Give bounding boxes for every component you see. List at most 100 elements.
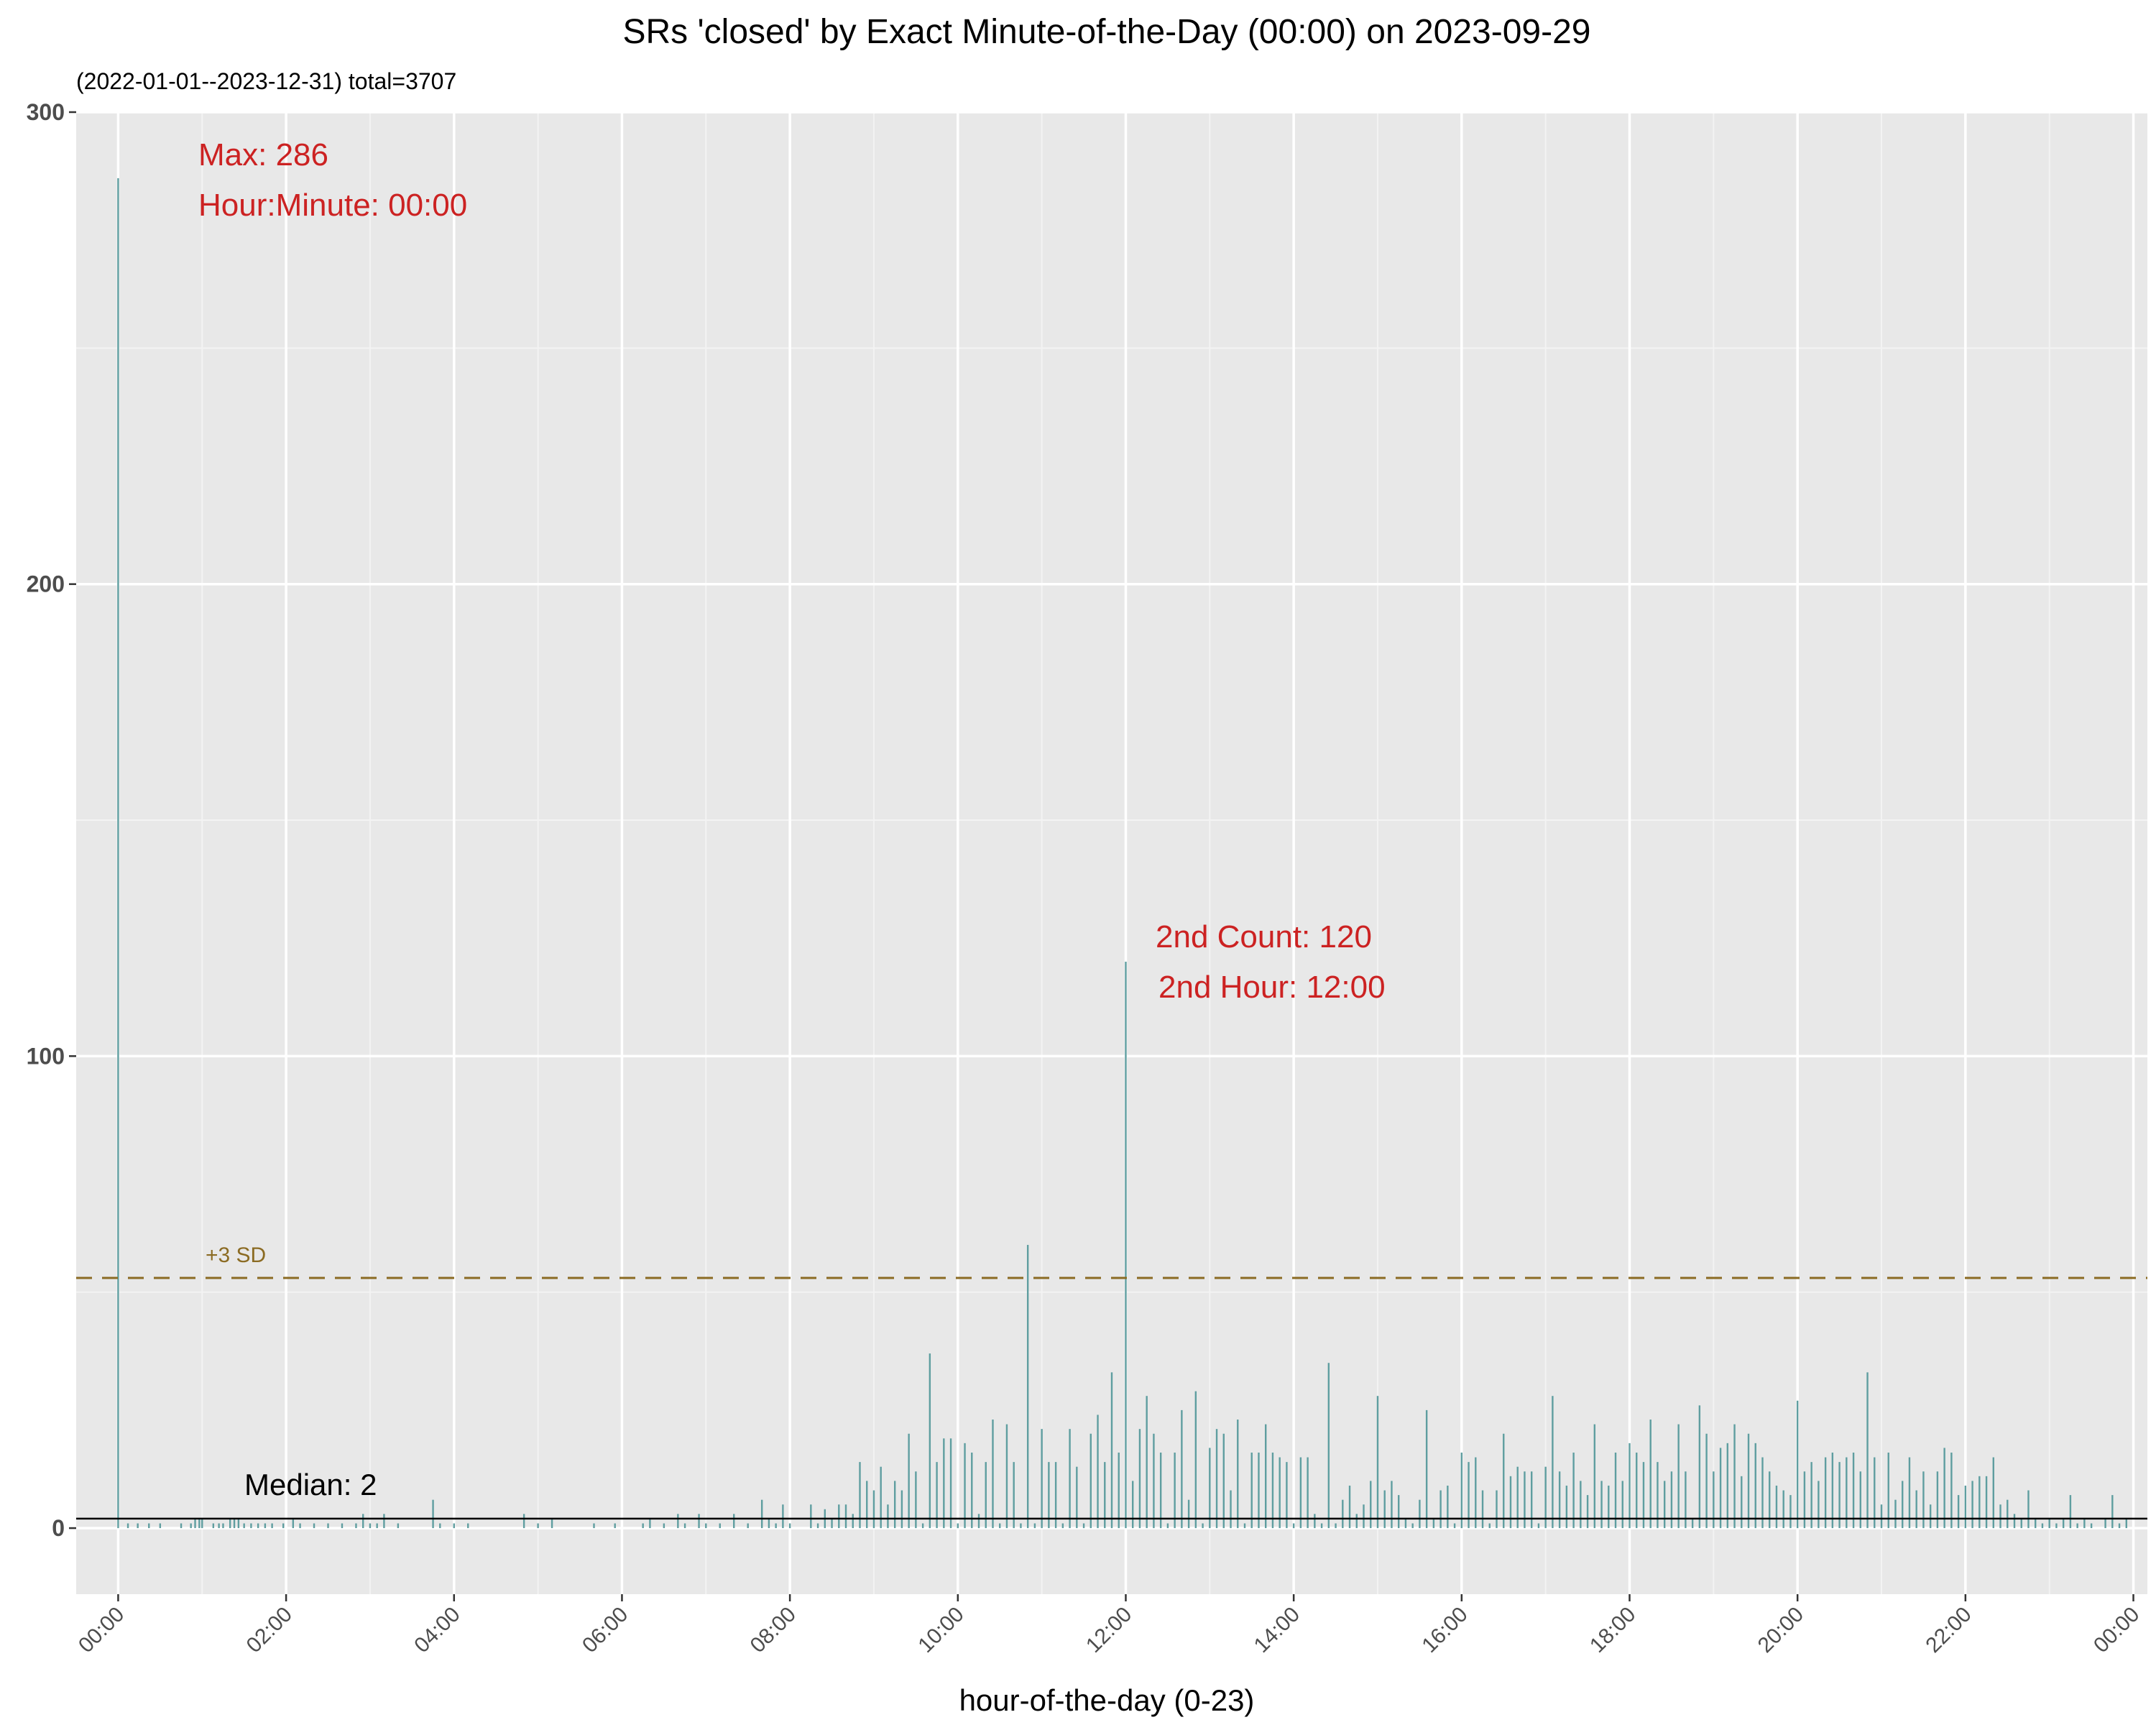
bar: [1166, 1523, 1169, 1529]
bar: [788, 1523, 791, 1529]
bar: [1230, 1490, 1232, 1529]
bar: [1104, 1462, 1106, 1529]
chart-title: SRs 'closed' by Exact Minute-of-the-Day …: [623, 13, 1591, 51]
bar: [1999, 1504, 2001, 1529]
bar: [1859, 1471, 1862, 1529]
bar: [782, 1504, 784, 1529]
bar: [1880, 1504, 1883, 1529]
bar: [2125, 1518, 2127, 1529]
bar: [1524, 1471, 1526, 1529]
bar: [1475, 1457, 1477, 1529]
bar: [159, 1523, 162, 1529]
bar: [1558, 1471, 1561, 1529]
bar: [1054, 1462, 1057, 1529]
x-tick-label: 00:00: [2089, 1603, 2144, 1657]
bar: [1698, 1405, 1701, 1529]
bar: [1153, 1433, 1155, 1529]
bar: [1593, 1424, 1596, 1529]
bar: [1089, 1433, 1092, 1529]
x-tick-label: 06:00: [578, 1603, 632, 1657]
bar: [1383, 1490, 1386, 1529]
bars: [117, 178, 2127, 1529]
bar: [126, 1523, 129, 1529]
bar: [1020, 1523, 1022, 1529]
bar: [1902, 1481, 1904, 1529]
bar: [439, 1523, 441, 1529]
bar: [2076, 1523, 2078, 1529]
max-annotation-line1: Max: 286: [198, 137, 328, 172]
y-tick-label: 200: [27, 571, 65, 597]
bar: [1685, 1471, 1687, 1529]
second-annotation-line1: 2nd Count: 120: [1156, 919, 1372, 954]
bar: [2020, 1518, 2022, 1529]
bar: [1929, 1504, 1932, 1529]
bar: [1922, 1471, 1925, 1529]
bar: [383, 1514, 385, 1529]
bar: [1243, 1523, 1246, 1529]
bar: [1552, 1396, 1554, 1529]
bar: [1419, 1499, 1421, 1529]
grid-major: [76, 111, 2147, 1594]
bar: [1005, 1424, 1008, 1529]
bar: [218, 1523, 220, 1529]
bar: [1894, 1499, 1897, 1529]
x-tick-label: 04:00: [410, 1603, 464, 1657]
bar: [1363, 1504, 1365, 1529]
bar: [250, 1523, 252, 1529]
bar: [1670, 1471, 1673, 1529]
bar: [733, 1514, 735, 1529]
bar: [2090, 1523, 2093, 1529]
bar: [1831, 1452, 1834, 1529]
bar: [1908, 1457, 1911, 1529]
bar: [949, 1438, 952, 1529]
bar: [971, 1452, 973, 1529]
bar: [1258, 1452, 1260, 1529]
bar: [893, 1481, 896, 1529]
bar: [593, 1523, 595, 1529]
bar: [831, 1518, 833, 1529]
bar: [1530, 1471, 1533, 1529]
bar: [1159, 1452, 1162, 1529]
bar: [1754, 1443, 1756, 1529]
bar: [1572, 1452, 1575, 1529]
x-tick-label: 10:00: [913, 1603, 968, 1657]
bar: [1447, 1485, 1449, 1529]
bar: [1663, 1481, 1666, 1529]
bar: [1789, 1495, 1792, 1529]
bar: [1061, 1523, 1064, 1529]
bar: [1516, 1466, 1519, 1529]
bar: [1936, 1471, 1939, 1529]
bar: [992, 1420, 994, 1529]
bar: [1726, 1443, 1729, 1529]
bar: [1719, 1448, 1722, 1529]
bar: [2069, 1495, 2072, 1529]
bar: [1874, 1457, 1876, 1529]
bar: [1041, 1429, 1043, 1529]
y-axis: 0 100 200 300: [27, 99, 76, 1541]
x-tick-label: 08:00: [746, 1603, 801, 1657]
bar: [2007, 1499, 2009, 1529]
bar: [1397, 1495, 1400, 1529]
bar: [522, 1514, 525, 1529]
bar: [1265, 1424, 1267, 1529]
bar: [1691, 1518, 1694, 1529]
bar: [852, 1514, 854, 1529]
bar: [194, 1518, 196, 1529]
bar: [453, 1523, 455, 1529]
bar: [1432, 1518, 1435, 1529]
bar: [2083, 1518, 2086, 1529]
bar: [747, 1523, 749, 1529]
bar: [1320, 1523, 1323, 1529]
bar: [900, 1490, 903, 1529]
bar: [1327, 1363, 1330, 1529]
bar: [282, 1523, 285, 1529]
bar: [1810, 1462, 1812, 1529]
y-tick-label: 100: [27, 1043, 65, 1069]
bar: [1713, 1471, 1715, 1529]
bar: [1846, 1457, 1848, 1529]
bar: [683, 1523, 686, 1529]
bar: [2062, 1518, 2065, 1529]
bar: [327, 1523, 329, 1529]
bar: [1544, 1466, 1547, 1529]
